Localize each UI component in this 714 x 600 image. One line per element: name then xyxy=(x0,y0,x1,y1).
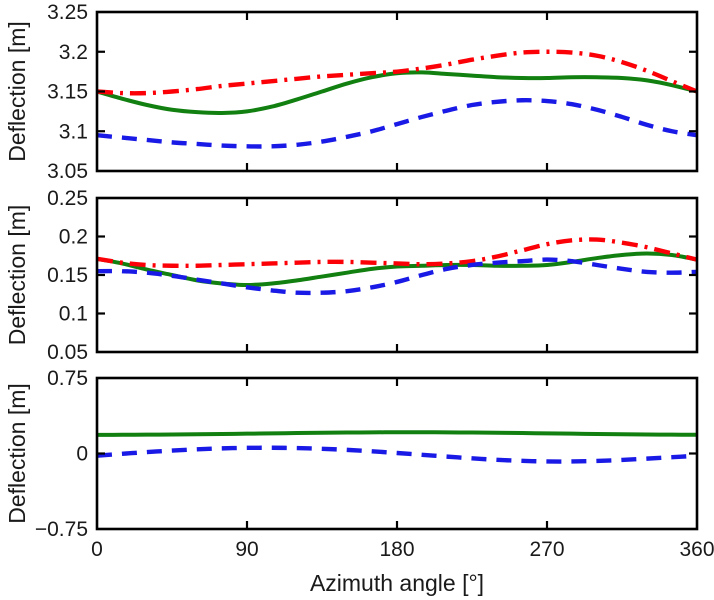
y-axis-title: Deflection [m] xyxy=(4,205,30,346)
series-group xyxy=(97,430,697,464)
y-tick-label: 0.05 xyxy=(47,341,88,364)
series-red-dashdot xyxy=(97,49,697,96)
y-tick-label: 0.25 xyxy=(47,187,88,210)
y-tick-label: −0.75 xyxy=(35,518,88,541)
y-tick-label: 0.2 xyxy=(59,226,88,249)
series-group xyxy=(97,49,697,149)
x-tick-label: 90 xyxy=(235,538,258,561)
y-tick-label: 3.05 xyxy=(47,160,88,183)
y-tick-label: 0.75 xyxy=(47,367,88,390)
x-tick-label: 360 xyxy=(679,538,714,561)
y-axis-title: Deflection [m] xyxy=(4,383,30,524)
series-group xyxy=(97,237,697,296)
y-tick-label: 0.1 xyxy=(59,303,88,326)
x-axis-title: Azimuth angle [°] xyxy=(310,570,484,596)
series-blue-dashed xyxy=(97,257,697,296)
y-tick-label: 3.2 xyxy=(59,41,88,64)
y-tick-label: 3.25 xyxy=(47,1,88,24)
y-tick-label: 0.15 xyxy=(47,264,88,287)
y-tick-label: 3.15 xyxy=(47,81,88,104)
x-tick-label: 270 xyxy=(529,538,564,561)
panel-top: 3.05 3.1 3.15 3.2 3.25 Deflection [m] xyxy=(4,1,699,183)
y-axis-title: Deflection [m] xyxy=(4,21,30,162)
series-red-dashdot xyxy=(97,237,697,269)
panel-middle: 0.05 0.1 0.15 0.2 0.25 Deflection [m] xyxy=(4,187,699,364)
x-tick-label: 0 xyxy=(91,538,103,561)
series-green-solid xyxy=(97,430,697,437)
x-tick-label: 180 xyxy=(379,538,414,561)
series-blue-dashed xyxy=(97,445,697,464)
series-blue-dashed xyxy=(97,98,697,149)
y-tick-label: 3.1 xyxy=(59,120,88,143)
y-tick-label: 0 xyxy=(76,443,88,466)
